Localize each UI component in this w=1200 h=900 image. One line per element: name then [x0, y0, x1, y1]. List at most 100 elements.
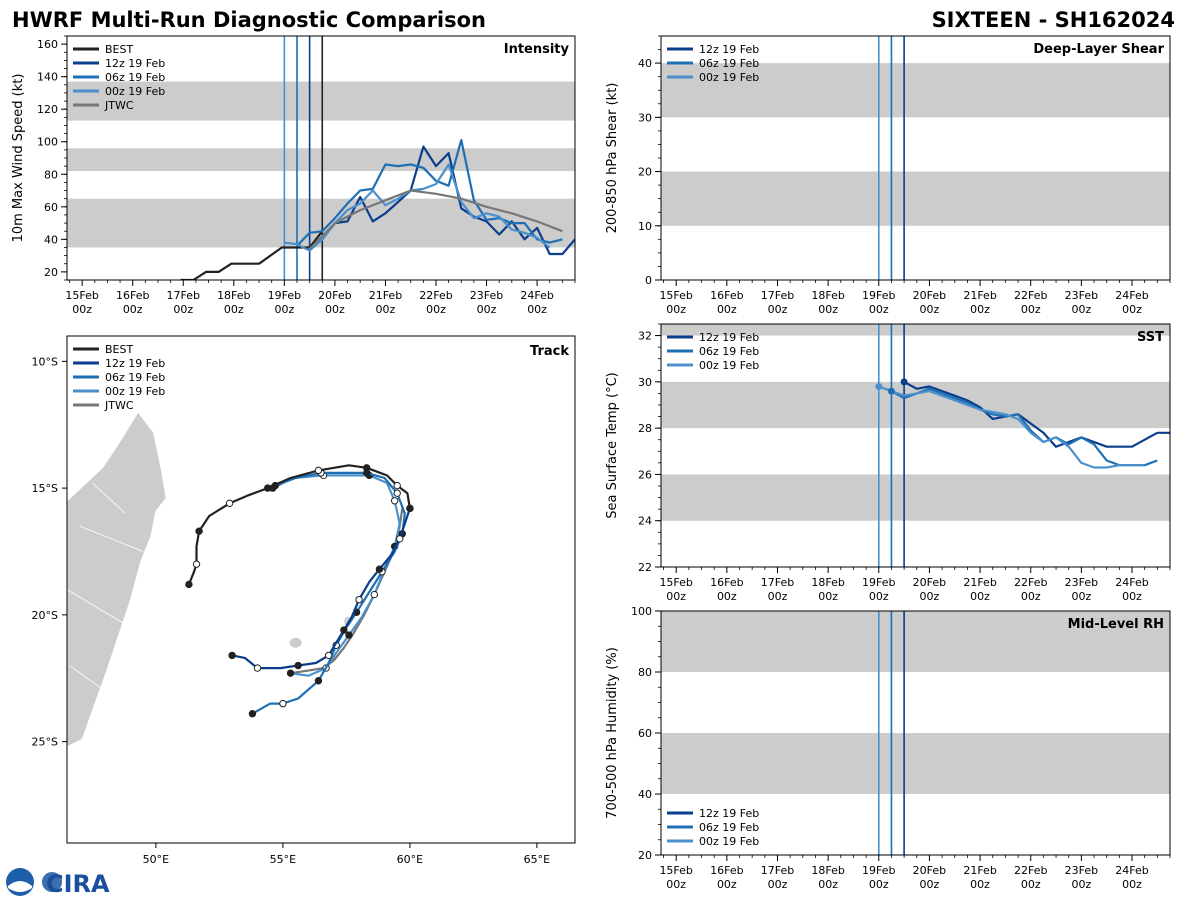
y-tick-label: 24 — [638, 515, 652, 528]
track-position-marker — [370, 590, 379, 599]
x-tick-hour-label: 00z — [1071, 303, 1091, 316]
threshold-band — [661, 733, 1170, 794]
track-position-marker — [228, 651, 236, 660]
x-tick-date-label: 17Feb — [167, 289, 200, 302]
track-position-marker — [248, 710, 257, 718]
y-tick-label: 80 — [638, 666, 652, 679]
province-border — [79, 525, 144, 552]
cira-logo-text: CIRA — [46, 870, 110, 898]
madagascar-landmass — [67, 411, 167, 748]
x-tick-hour-label: 00z — [173, 303, 193, 316]
x-tick-date-label: 20Feb — [913, 576, 946, 589]
x-tick-hour-label: 00z — [869, 590, 889, 603]
legend-label: BEST — [105, 343, 133, 356]
x-tick-date-label: 16Feb — [116, 289, 149, 302]
track-position-marker — [314, 466, 323, 475]
y-tick-label: 20 — [44, 266, 58, 279]
lon-tick-label: 55°E — [270, 853, 296, 866]
series-line-3 — [284, 163, 551, 252]
x-tick-date-label: 24Feb — [1115, 576, 1148, 589]
x-tick-hour-label: 00z — [527, 303, 547, 316]
x-tick-hour-label: 00z — [1122, 878, 1142, 891]
series-line-2 — [878, 385, 1145, 469]
track-position-marker — [185, 580, 193, 589]
x-tick-hour-label: 00z — [666, 590, 686, 603]
y-tick-label: 100 — [631, 605, 652, 618]
lon-tick-label: 65°E — [524, 853, 550, 866]
track-position-marker — [396, 535, 404, 543]
x-tick-hour-label: 00z — [477, 303, 497, 316]
y-tick-label: 80 — [44, 168, 58, 181]
legend-label: 06z 19 Feb — [699, 345, 759, 358]
track-panel: 50°E 55°E 60°E 65°E 10°S 15°S 20°S 25°S Track BES… — [32, 335, 576, 866]
x-tick-hour-label: 00z — [970, 303, 990, 316]
track-line-1 — [231, 508, 411, 670]
x-tick-date-label: 22Feb — [419, 289, 452, 302]
x-tick-date-label: 18Feb — [217, 289, 250, 302]
legend-label: 12z 19 Feb — [105, 57, 165, 70]
y-tick-label: 20 — [638, 166, 652, 179]
y-axis-label: 10m Max Wind Speed (kt) — [11, 74, 26, 243]
plot-frame — [660, 323, 1171, 568]
threshold-band — [661, 324, 1170, 336]
intensity-panel: 2040608010012014016015Feb00z16Feb00z17Fe… — [11, 35, 576, 316]
x-tick-hour-label: 00z — [376, 303, 396, 316]
legend-label: 12z 19 Feb — [699, 807, 759, 820]
x-tick-date-label: 18Feb — [811, 289, 844, 302]
threshold-band — [67, 81, 575, 121]
x-tick-hour-label: 00z — [325, 303, 345, 316]
threshold-band — [661, 171, 1170, 226]
x-tick-date-label: 22Feb — [1014, 289, 1047, 302]
x-tick-date-label: 19Feb — [862, 864, 895, 877]
track-line-4 — [290, 508, 404, 675]
x-tick-hour-label: 00z — [274, 303, 294, 316]
series-start-marker-2 — [875, 382, 883, 390]
province-border — [69, 665, 106, 692]
x-tick-date-label: 18Feb — [811, 864, 844, 877]
track-position-marker — [263, 484, 272, 492]
lat-tick-label: 10°S — [32, 355, 58, 368]
y-tick-label: 20 — [638, 849, 652, 862]
x-tick-date-label: 24Feb — [1115, 289, 1148, 302]
legend-label: 00z 19 Feb — [699, 359, 759, 372]
y-tick-label: 120 — [37, 103, 58, 116]
x-tick-hour-label: 00z — [123, 303, 143, 316]
legend-label: 00z 19 Feb — [105, 85, 165, 98]
x-tick-hour-label: 00z — [920, 303, 940, 316]
y-tick-label: 22 — [638, 561, 652, 574]
legend-label: 12z 19 Feb — [699, 43, 759, 56]
province-border — [67, 589, 131, 628]
x-tick-date-label: 17Feb — [761, 864, 794, 877]
panel-title: Mid-Level RH — [1068, 617, 1164, 632]
x-tick-date-label: 21Feb — [963, 576, 996, 589]
noaa-wave-icon — [8, 881, 32, 892]
threshold-band — [661, 381, 1170, 429]
x-tick-hour-label: 00z — [869, 303, 889, 316]
y-tick-label: 40 — [638, 57, 652, 70]
threshold-band — [661, 611, 1170, 672]
cira-globe-icon — [42, 872, 62, 892]
x-tick-date-label: 20Feb — [913, 289, 946, 302]
y-axis-label: Sea Surface Temp (°C) — [605, 372, 620, 519]
x-tick-date-label: 15Feb — [659, 289, 692, 302]
x-tick-hour-label: 00z — [717, 303, 737, 316]
x-tick-hour-label: 00z — [818, 590, 838, 603]
series-line-0 — [903, 380, 1170, 448]
x-tick-hour-label: 00z — [768, 590, 788, 603]
track-position-marker — [393, 489, 401, 497]
x-tick-date-label: 15Feb — [659, 864, 692, 877]
y-axis-label: 200-850 hPa Shear (kt) — [605, 83, 620, 234]
track-position-marker — [390, 497, 399, 505]
y-tick-label: 100 — [37, 136, 58, 149]
legend-label: JTWC — [104, 399, 134, 412]
x-tick-hour-label: 00z — [1071, 590, 1091, 603]
track-line-2 — [251, 471, 406, 715]
x-tick-hour-label: 00z — [818, 303, 838, 316]
lat-tick-label: 20°S — [32, 609, 58, 622]
track-position-marker — [340, 626, 348, 634]
series-line-1 — [890, 387, 1158, 467]
series-start-marker-0 — [900, 378, 908, 386]
y-tick-label: 40 — [44, 233, 58, 246]
track-position-marker — [192, 560, 201, 568]
